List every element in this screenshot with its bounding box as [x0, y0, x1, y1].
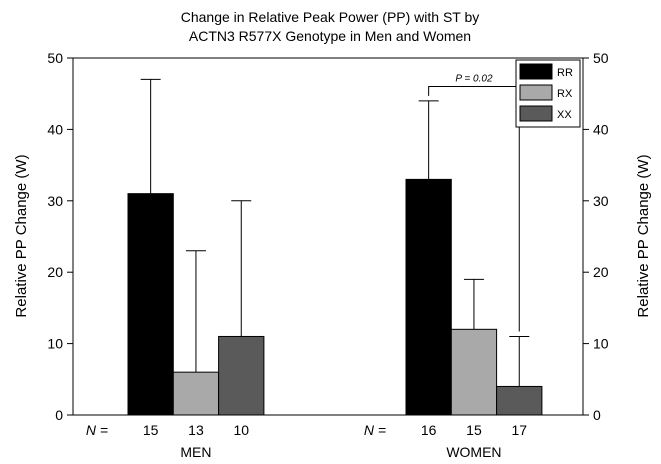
y-tick-label-right: 0 — [593, 407, 601, 423]
y-axis-label-right: Relative PP Change (W) — [635, 154, 652, 317]
y-tick-label-right: 50 — [593, 50, 609, 66]
n-count-label: 15 — [466, 422, 482, 438]
n-label: N = — [86, 422, 108, 438]
y-tick-label-left: 20 — [47, 264, 63, 280]
legend-swatch-rr — [519, 63, 553, 80]
n-count-label: 10 — [233, 422, 249, 438]
plot-frame — [72, 57, 584, 416]
group-label: WOMEN — [446, 444, 501, 459]
n-count-label: 15 — [143, 422, 159, 438]
bar-rx-women — [450, 328, 498, 416]
legend-label-rx: RX — [557, 88, 573, 100]
bar-xx-women — [496, 385, 543, 416]
n-count-label: 13 — [188, 422, 204, 438]
y-tick-label-left: 40 — [47, 121, 63, 137]
group-label: MEN — [180, 444, 211, 459]
n-label: N = — [364, 422, 386, 438]
y-tick-label-right: 10 — [593, 336, 609, 352]
legend-label-rr: RR — [557, 67, 573, 79]
significance-bracket — [428, 86, 520, 332]
y-tick-label-left: 10 — [47, 336, 63, 352]
y-tick-label-left: 50 — [47, 50, 63, 66]
y-tick-label-right: 40 — [593, 121, 609, 137]
legend-swatch-rx — [519, 84, 553, 101]
chart-subtitle: ACTN3 R577X Genotype in Men and Women — [189, 28, 471, 44]
y-tick-label-right: 30 — [593, 193, 609, 209]
significance-label: P = 0.02 — [455, 74, 493, 85]
y-tick-label-left: 30 — [47, 193, 63, 209]
y-tick-label-left: 0 — [55, 407, 63, 423]
y-axis-label-left: Relative PP Change (W) — [13, 154, 30, 317]
n-count-label: 17 — [511, 422, 527, 438]
legend-swatch-xx — [519, 105, 553, 122]
bar-rx-men — [172, 371, 220, 416]
chart-title: Change in Relative Peak Power (PP) with … — [181, 9, 480, 25]
bar-rr-men — [127, 193, 174, 416]
legend-label-xx: XX — [557, 109, 572, 121]
bar-xx-men — [218, 335, 265, 416]
n-count-label: 16 — [421, 422, 437, 438]
bar-rr-women — [405, 178, 452, 416]
y-tick-label-right: 20 — [593, 264, 609, 280]
